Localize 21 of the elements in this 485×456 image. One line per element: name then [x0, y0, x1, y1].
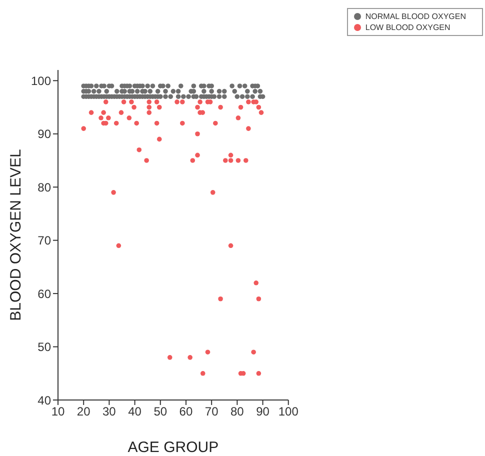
- y-axis-title: BLOOD OXYGEN LEVEL: [8, 149, 24, 321]
- y-tick-label: 70: [38, 234, 52, 248]
- y-tick-label: 90: [38, 127, 52, 142]
- x-tick-label: 20: [76, 404, 91, 419]
- x-tick-label: 50: [154, 404, 168, 419]
- x-tick-label: 90: [256, 404, 270, 419]
- x-tick-label: 80: [230, 404, 244, 419]
- y-tick-label: 100: [30, 74, 52, 88]
- y-tick-label: 50: [38, 340, 52, 354]
- x-tick-label: 30: [102, 404, 116, 419]
- y-tick-label: 60: [38, 286, 52, 301]
- x-tick-label: 40: [128, 404, 142, 419]
- x-tick-label: 10: [51, 404, 65, 419]
- legend-label: NORMAL BLOOD OXYGEN: [365, 12, 466, 21]
- legend-label: LOW BLOOD OXYGEN: [365, 23, 450, 32]
- x-tick-label: 100: [278, 404, 299, 419]
- x-tick-label: 60: [179, 404, 193, 419]
- y-tick-label: 40: [38, 393, 52, 408]
- y-tick-label: 80: [38, 180, 52, 194]
- x-tick-label: 70: [204, 404, 219, 419]
- x-axis-title: AGE GROUP: [128, 439, 219, 456]
